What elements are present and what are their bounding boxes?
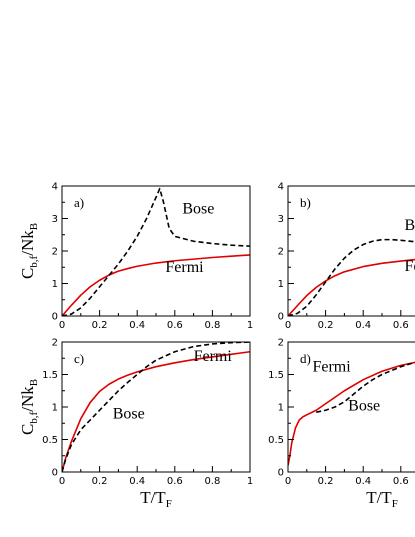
x-tick-label: 1 [247,320,253,331]
series-line-fermi [62,350,250,472]
y-tick-label: 0 [52,312,58,323]
series-line-bose [62,187,250,316]
y-tick-label: 0 [278,312,284,323]
panel-a: 0 0.2 0.4 0.6 0.8 1 0 1 2 3 4 a) Bose Fermi Cb,f/NkB [18,182,253,332]
series-line-fermi [62,254,250,316]
y-axis-title-sub: b,f [28,411,40,423]
y-tick-label: 4 [278,182,284,193]
y-tick-label: 3 [52,214,58,225]
x-tick-label: 0.2 [318,476,334,487]
x-tick-label: 0.2 [318,320,334,331]
y-tick-label: 1 [52,403,58,414]
y-tick-label: 2 [278,338,284,349]
x-axis-title-main: T/T [366,488,392,507]
y-axis-title: Cb,f/NkB [18,379,40,435]
annotation-bose: Bose [113,406,145,423]
series-line-bose [316,361,415,413]
y-axis-title-main: C [18,424,37,435]
x-tick-label: 0.4 [129,476,145,487]
x-tick-label: 0.6 [167,320,183,331]
y-axis-title-tail: /Nk [18,230,37,256]
y-tick-label: 2 [52,338,58,349]
y-tick-label: 0.5 [268,435,284,446]
annotation-bose: Bose [182,201,214,218]
y-axis-title-sub: b,f [28,255,40,267]
x-axis-title: T/TF [366,488,398,510]
series-line-fermi [288,258,415,316]
x-tick-label: 0 [285,476,291,487]
y-tick-label: 0 [278,468,284,479]
x-tick-label: 0.6 [393,320,409,331]
x-axis-title-main: T/T [140,488,166,507]
y-tick-label: 0.5 [42,435,58,446]
y-axis-title-tail: /Nk [18,386,37,412]
y-tick-label: 3 [278,214,284,225]
x-tick-label: 1 [247,476,253,487]
annotation-fermi: Fermi [194,348,233,365]
x-axis-title-sub: F [392,498,398,510]
series-line-bose [62,342,250,472]
y-tick-label: 4 [52,182,58,193]
series-line-bose [288,238,415,316]
y-tick-label: 2 [278,247,284,258]
x-tick-label: 0 [285,320,291,331]
panel-label: b) [300,195,311,210]
y-tick-label: 0 [52,468,58,479]
y-axis-title: Cb,f/NkB [18,223,40,279]
y-tick-label: 1 [278,403,284,414]
x-tick-label: 0.4 [355,476,371,487]
x-tick-label: 0.6 [167,476,183,487]
annotation-fermi: Fermi [165,259,204,276]
x-axis-title-sub: F [166,498,172,510]
x-tick-label: 0 [59,476,65,487]
annotation-fermi: Fermi [312,358,351,375]
y-axis-title-main: C [18,268,37,279]
panel-label: d) [300,351,311,366]
x-tick-label: 0.8 [204,476,220,487]
panel-c: 0 0.2 0.4 0.6 0.8 1 0 0.5 1 1.5 2 c) Fermi Bose Cb,f/N… [18,338,253,511]
annotation-fermi: Fermi [405,258,415,275]
x-axis-title: T/TF [140,488,172,510]
y-tick-label: 1 [278,279,284,290]
x-tick-label: 0.2 [92,320,108,331]
annotation-bose: Bose [348,397,380,414]
x-tick-label: 0 [59,320,65,331]
annotation-bose: Bose [405,217,415,234]
panel-label: a) [74,195,84,210]
x-tick-label: 0.2 [92,476,108,487]
y-tick-label: 1 [52,279,58,290]
x-tick-label: 0.4 [355,320,371,331]
plot-frame [61,185,251,317]
panel-label: c) [74,351,84,366]
y-tick-label: 1.5 [268,370,284,381]
y-axis-title-tail-sub: B [28,223,40,230]
x-tick-label: 0.4 [129,320,145,331]
x-tick-label: 0.6 [393,476,409,487]
y-tick-label: 1.5 [42,370,58,381]
x-tick-label: 0.8 [204,320,220,331]
y-axis-title-tail-sub: B [28,379,40,386]
y-tick-label: 2 [52,247,58,258]
